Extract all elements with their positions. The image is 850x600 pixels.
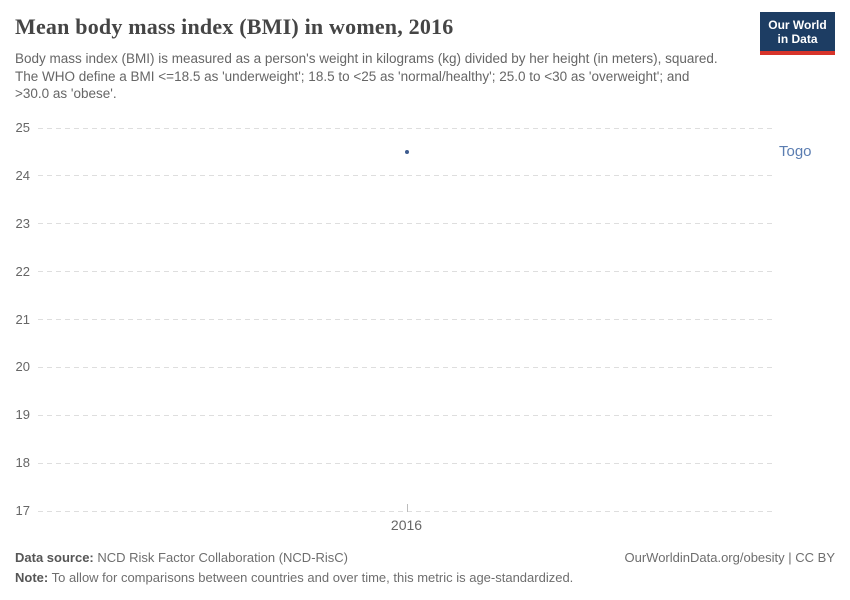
- x-axis-tick-mark: [406, 504, 408, 512]
- gridline-y-24: [38, 175, 775, 177]
- note-label: Note:: [15, 570, 49, 585]
- gridline-y-18: [38, 462, 775, 464]
- note-value: To allow for comparisons between countri…: [48, 570, 574, 585]
- note-line: Note: To allow for comparisons between c…: [15, 570, 573, 585]
- y-axis-tick-label: 20: [15, 359, 30, 375]
- y-axis-tick-label: 17: [15, 503, 30, 518]
- y-axis-tick-label: 19: [15, 407, 30, 423]
- y-axis-tick-label: 25: [15, 120, 30, 135]
- y-axis-tick-label: 22: [15, 263, 30, 279]
- entity-label-togo[interactable]: Togo: [779, 142, 812, 160]
- data-point-togo[interactable]: [404, 149, 409, 154]
- data-source-label: Data source:: [15, 550, 94, 565]
- gridline-y-23: [38, 223, 775, 225]
- x-axis-tick-label: 2016: [390, 517, 423, 533]
- y-axis-tick-label: 21: [15, 311, 30, 327]
- data-source-value: NCD Risk Factor Collaboration (NCD-RisC): [93, 550, 349, 565]
- gridline-y-22: [38, 271, 775, 273]
- gridline-y-20: [38, 366, 775, 368]
- gridline-y-21: [38, 319, 775, 320]
- owid-logo: Our World in Data: [760, 12, 835, 55]
- gridline-y-19: [38, 414, 775, 416]
- data-source-line: Data source: NCD Risk Factor Collaborati…: [15, 548, 348, 568]
- y-axis-tick-label: 23: [15, 215, 30, 231]
- y-axis-tick-label: 18: [15, 455, 30, 471]
- y-axis-tick-label: 24: [15, 167, 30, 183]
- owid-logo-line2: in Data: [777, 32, 818, 46]
- chart-footer: Data source: NCD Risk Factor Collaborati…: [15, 548, 835, 588]
- chart-subtitle: Body mass index (BMI) is measured as a p…: [15, 51, 718, 101]
- gridline-y-25: [38, 127, 775, 129]
- owid-logo-line1: Our World: [768, 18, 827, 32]
- chart-title: Mean body mass index (BMI) in women, 201…: [15, 14, 454, 39]
- license-link[interactable]: OurWorldinData.org/obesity | CC BY: [624, 550, 836, 565]
